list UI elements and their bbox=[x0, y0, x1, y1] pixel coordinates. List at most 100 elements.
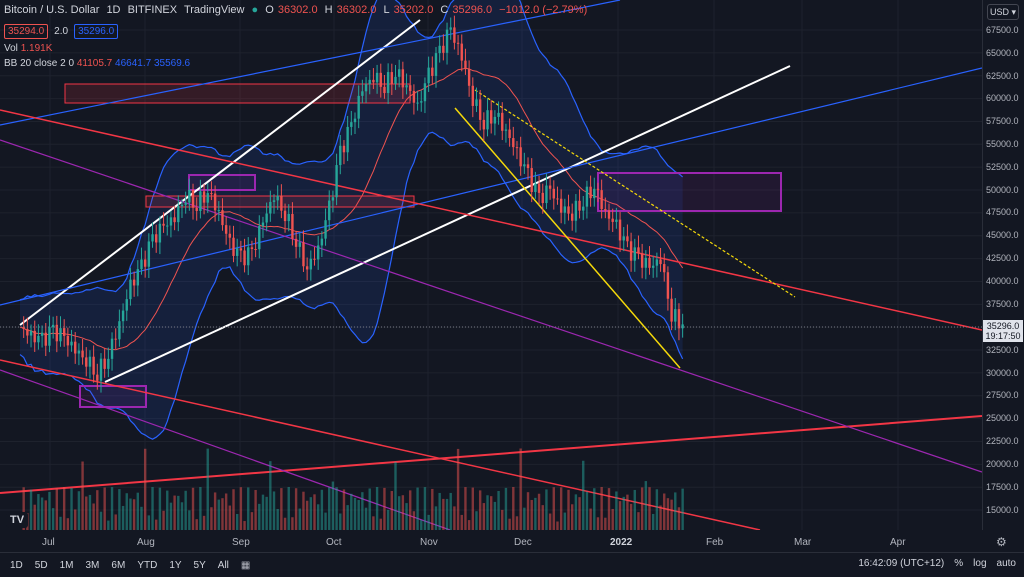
volume-bar bbox=[556, 521, 559, 530]
candle bbox=[386, 72, 390, 94]
candle bbox=[548, 185, 552, 189]
volume-bar bbox=[335, 487, 338, 530]
candle bbox=[394, 76, 397, 84]
candle bbox=[582, 206, 585, 211]
range-button-5y[interactable]: 5Y bbox=[193, 559, 206, 571]
ask-price-button[interactable]: 35296.0 bbox=[74, 24, 119, 39]
range-button-5d[interactable]: 5D bbox=[34, 559, 48, 571]
clock[interactable]: 16:42:09 (UTC+12) bbox=[858, 558, 945, 569]
time-tick-label: Mar bbox=[794, 537, 812, 548]
time-tick-label: Sep bbox=[232, 537, 250, 548]
candle bbox=[567, 206, 570, 214]
tradingview-logo-icon[interactable]: TV bbox=[6, 512, 28, 528]
calendar-range-icon[interactable]: ▦ bbox=[240, 559, 251, 571]
volume-bar bbox=[92, 503, 95, 530]
range-button-6m[interactable]: 6M bbox=[111, 559, 126, 571]
candle bbox=[559, 198, 563, 213]
volume-bar bbox=[316, 504, 320, 530]
volume-bar bbox=[644, 481, 648, 530]
range-button-1d[interactable]: 1D bbox=[10, 559, 23, 571]
volume-bar bbox=[504, 487, 508, 530]
candle bbox=[508, 129, 511, 139]
range-button-3m[interactable]: 3M bbox=[85, 559, 100, 571]
currency-selector[interactable]: USD ▾ bbox=[987, 4, 1019, 20]
candle bbox=[155, 234, 158, 243]
price-tick-label: 37500.0 bbox=[986, 299, 1019, 309]
volume-bar bbox=[397, 496, 401, 530]
volume-bar bbox=[552, 487, 555, 530]
volume-bar bbox=[512, 487, 515, 530]
price-tick-label: 30000.0 bbox=[986, 368, 1019, 378]
price-chart[interactable] bbox=[0, 0, 982, 530]
candle bbox=[383, 86, 386, 94]
volume-bar bbox=[593, 488, 596, 530]
auto-toggle[interactable]: auto bbox=[996, 558, 1016, 569]
low-value: 35202.0 bbox=[393, 4, 434, 16]
volume-bar bbox=[663, 493, 666, 530]
volume-bar bbox=[283, 517, 287, 530]
purple-box bbox=[79, 385, 147, 408]
range-button-1m[interactable]: 1M bbox=[59, 559, 74, 571]
bottom-toolbar: 1D 5D 1M 3M 6M YTD 1Y 5Y All ▦ 16:42:09 (UTC+12)… bbox=[0, 552, 1024, 577]
symbol-title[interactable]: Bitcoin / U.S. Dollar bbox=[4, 4, 100, 16]
volume-bar bbox=[81, 461, 84, 530]
interval-label[interactable]: 1D bbox=[106, 4, 121, 16]
candle bbox=[81, 350, 84, 358]
range-button-1y[interactable]: 1Y bbox=[169, 559, 182, 571]
volume-bar bbox=[147, 515, 151, 530]
exchange-label: BITFINEX bbox=[127, 4, 178, 16]
bb-legend[interactable]: BB 20 close 2 0 41105.7 46641.7 35569.6 bbox=[4, 58, 190, 69]
candle bbox=[324, 220, 327, 239]
candle bbox=[22, 327, 25, 330]
candle bbox=[66, 335, 70, 346]
candle bbox=[651, 265, 655, 268]
candle bbox=[460, 43, 463, 61]
volume-bar bbox=[677, 507, 681, 530]
low-label: L bbox=[383, 4, 390, 16]
volume-bar bbox=[158, 487, 162, 530]
close-label: C bbox=[440, 4, 449, 16]
volume-bar bbox=[350, 493, 353, 530]
time-tick-label: Aug bbox=[137, 537, 155, 548]
volume-bar bbox=[44, 500, 47, 530]
trendline-blue bbox=[0, 0, 621, 126]
volume-bar bbox=[615, 491, 618, 530]
volume-bar bbox=[427, 514, 430, 530]
candle bbox=[331, 197, 335, 201]
volume-bar bbox=[423, 487, 427, 530]
candle bbox=[313, 258, 316, 260]
percent-toggle[interactable]: % bbox=[954, 558, 964, 569]
volume-bar bbox=[280, 488, 283, 530]
volume-bar bbox=[37, 494, 40, 530]
volume-legend[interactable]: Vol 1.191K bbox=[4, 43, 52, 54]
volume-bar bbox=[239, 487, 243, 530]
trendline-white bbox=[104, 65, 791, 383]
trendline-blue bbox=[0, 67, 982, 306]
candle bbox=[298, 242, 301, 247]
bid-price-button[interactable]: 35294.0 bbox=[4, 24, 49, 39]
candle bbox=[121, 310, 125, 322]
gear-icon[interactable]: ⚙ bbox=[996, 535, 1007, 549]
candle bbox=[151, 234, 154, 242]
volume-bar bbox=[353, 497, 357, 530]
candle bbox=[265, 213, 268, 223]
volume-bar bbox=[254, 489, 257, 530]
candle bbox=[99, 358, 103, 381]
source-label: TradingView bbox=[183, 4, 245, 16]
candle bbox=[125, 299, 128, 311]
candle bbox=[228, 233, 232, 238]
log-toggle[interactable]: log bbox=[973, 558, 987, 569]
range-button-all[interactable]: All bbox=[217, 559, 229, 571]
candle bbox=[677, 309, 681, 329]
volume-bar bbox=[475, 511, 478, 530]
volume-bar bbox=[103, 487, 106, 530]
price-axis[interactable] bbox=[982, 0, 1024, 530]
candle bbox=[464, 60, 467, 70]
range-button-ytd[interactable]: YTD bbox=[137, 559, 158, 571]
candle bbox=[177, 206, 180, 223]
candle bbox=[607, 210, 611, 219]
volume-bar bbox=[184, 490, 187, 530]
chart-header: Bitcoin / U.S. Dollar 1D BITFINEX Tradin… bbox=[4, 4, 591, 16]
volume-bar bbox=[490, 496, 493, 530]
volume-bar bbox=[151, 487, 154, 530]
